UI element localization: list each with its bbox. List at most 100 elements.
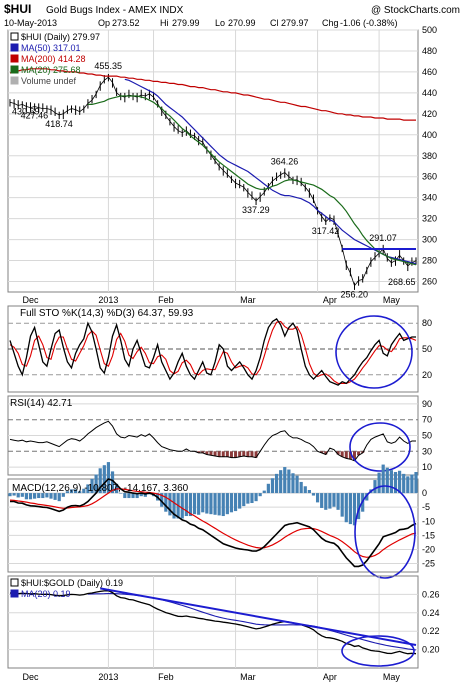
macd-histogram-bar bbox=[205, 493, 209, 514]
macd-histogram-bar bbox=[315, 493, 320, 503]
macd-histogram-bar bbox=[266, 483, 270, 494]
price-panel: 500 480 460 440 420 400 380 360 340 320 300 280 260 4… bbox=[7, 25, 437, 305]
macd-histogram-bar bbox=[172, 493, 176, 519]
price-close-line bbox=[9, 76, 417, 287]
macd-histogram-bar bbox=[352, 493, 357, 526]
legend-swatch bbox=[10, 65, 19, 74]
macd-histogram-bar bbox=[131, 493, 135, 499]
macd-histogram-bar bbox=[233, 493, 238, 512]
macd-histogram-bar bbox=[402, 473, 406, 494]
change-label: Chg bbox=[322, 18, 339, 28]
stochastic-tick-label: 50 bbox=[422, 344, 432, 354]
macd-histogram-bar bbox=[340, 493, 344, 517]
macd-histogram-bar bbox=[328, 493, 332, 509]
rsi-tick-label: 70 bbox=[422, 415, 432, 425]
price-annotation: 256.20 bbox=[340, 290, 368, 300]
price-annotation: 337.29 bbox=[242, 205, 270, 215]
low-value: 270.99 bbox=[228, 18, 256, 28]
price-tick-label: 480 bbox=[422, 46, 437, 56]
macd-histogram-bar bbox=[414, 472, 418, 494]
rsi-tick-label: 50 bbox=[422, 431, 432, 441]
macd-line bbox=[10, 478, 417, 568]
macd-panel: 0 -5 -10 -15 -20 -25 MACD(12,26,9) -10.807, -1… bbox=[7, 462, 435, 579]
macd-histogram-bar bbox=[45, 493, 49, 498]
high-label: Hi bbox=[160, 18, 169, 28]
macd-histogram-bar bbox=[217, 493, 221, 516]
ma200-line bbox=[9, 68, 416, 121]
ratio-tick-label: 0.22 bbox=[422, 626, 440, 636]
bottom-x-label: Mar bbox=[240, 672, 256, 682]
legend-swatch bbox=[10, 76, 19, 85]
ratio-legend-swatch bbox=[10, 578, 19, 587]
rsi-line bbox=[9, 420, 416, 462]
chart-date: 10-May-2013 bbox=[4, 18, 57, 28]
price-x-label: Mar bbox=[240, 295, 256, 305]
macd-histogram-bar bbox=[320, 493, 324, 508]
macd-histogram-bar bbox=[12, 493, 16, 496]
macd-tick-label: -15 bbox=[422, 530, 435, 540]
macd-histogram-bar bbox=[188, 493, 193, 517]
price-x-label: Apr bbox=[323, 295, 337, 305]
macd-histogram-bar bbox=[49, 493, 53, 499]
stochastic-highlight-circle bbox=[335, 315, 413, 389]
ratio-frame bbox=[7, 575, 419, 669]
macd-histogram-bar bbox=[250, 493, 254, 504]
macd-histogram-bar bbox=[397, 470, 402, 494]
price-annotation: 427.46 bbox=[21, 111, 49, 121]
macd-histogram-bar bbox=[242, 493, 246, 507]
ratio-tick-label: 0.20 bbox=[422, 645, 440, 655]
macd-histogram-bar bbox=[221, 493, 225, 517]
ratio-legend-swatch bbox=[10, 589, 19, 598]
macd-histogram-bar bbox=[8, 493, 12, 497]
price-tick-label: 440 bbox=[422, 88, 437, 98]
price-tick-label: 460 bbox=[422, 67, 437, 77]
macd-histogram-bar bbox=[110, 471, 115, 494]
macd-histogram-bar bbox=[69, 489, 74, 494]
price-annotation: 291.07 bbox=[369, 233, 397, 243]
macd-histogram-bar bbox=[65, 491, 70, 494]
bottom-x-label: 2013 bbox=[98, 672, 118, 682]
price-tick-label: 320 bbox=[422, 214, 437, 224]
macd-histogram-bar bbox=[332, 493, 336, 507]
rsi-tick-label: 90 bbox=[422, 399, 432, 409]
change-value: -1.06 (-0.38%) bbox=[340, 18, 398, 28]
ratio-highlight-circle bbox=[341, 635, 415, 667]
price-tick-label: 380 bbox=[422, 151, 437, 161]
macd-histogram-bar bbox=[229, 493, 234, 513]
macd-histogram-bar bbox=[303, 486, 307, 494]
macd-tick-label: -20 bbox=[422, 544, 435, 554]
legend-label: Volume undef bbox=[21, 76, 77, 86]
legend-label: $HUI (Daily) 279.97 bbox=[21, 32, 100, 42]
macd-histogram-bar bbox=[86, 484, 90, 494]
price-x-label: May bbox=[383, 295, 401, 305]
macd-histogram-bar bbox=[381, 464, 385, 494]
macd-histogram-bar bbox=[94, 474, 98, 494]
high-value: 279.99 bbox=[172, 18, 200, 28]
macd-histogram-bar bbox=[168, 493, 172, 516]
macd-histogram-bar bbox=[139, 493, 143, 497]
price-annotation: 418.74 bbox=[45, 119, 73, 129]
bottom-x-label: Apr bbox=[323, 672, 337, 682]
price-tick-label: 280 bbox=[422, 256, 437, 266]
stochastic-panel: 80 50 20 Full STO %K(14,3) %D(3) 64.37, 59.… bbox=[7, 305, 432, 393]
macd-histogram-bar bbox=[295, 475, 299, 494]
price-x-label: 2013 bbox=[98, 295, 118, 305]
chart-title: Gold Bugs Index - AMEX INDX bbox=[46, 5, 184, 16]
bottom-x-label: Dec bbox=[22, 672, 39, 682]
price-tick-label: 300 bbox=[422, 235, 437, 245]
macd-histogram-bar bbox=[246, 493, 250, 504]
price-annotation: 455.35 bbox=[94, 61, 122, 71]
price-tick-label: 500 bbox=[422, 25, 437, 35]
macd-histogram-bar bbox=[16, 493, 20, 498]
macd-histogram-bar bbox=[348, 493, 352, 525]
macd-histogram-bar bbox=[57, 493, 61, 502]
bottom-date-axis: Dec 2013 Feb Mar Apr May bbox=[22, 672, 400, 682]
macd-histogram-bar bbox=[160, 493, 164, 507]
macd-histogram-bar bbox=[311, 493, 316, 496]
price-x-label: Dec bbox=[22, 295, 39, 305]
stochastic-label: Full STO %K(14,3) %D(3) 64.37, 59.93 bbox=[20, 308, 194, 319]
close-label: Cl bbox=[270, 18, 279, 28]
legend-label: MA(20) 275.68 bbox=[21, 65, 81, 75]
macd-histogram-bar bbox=[61, 493, 65, 497]
